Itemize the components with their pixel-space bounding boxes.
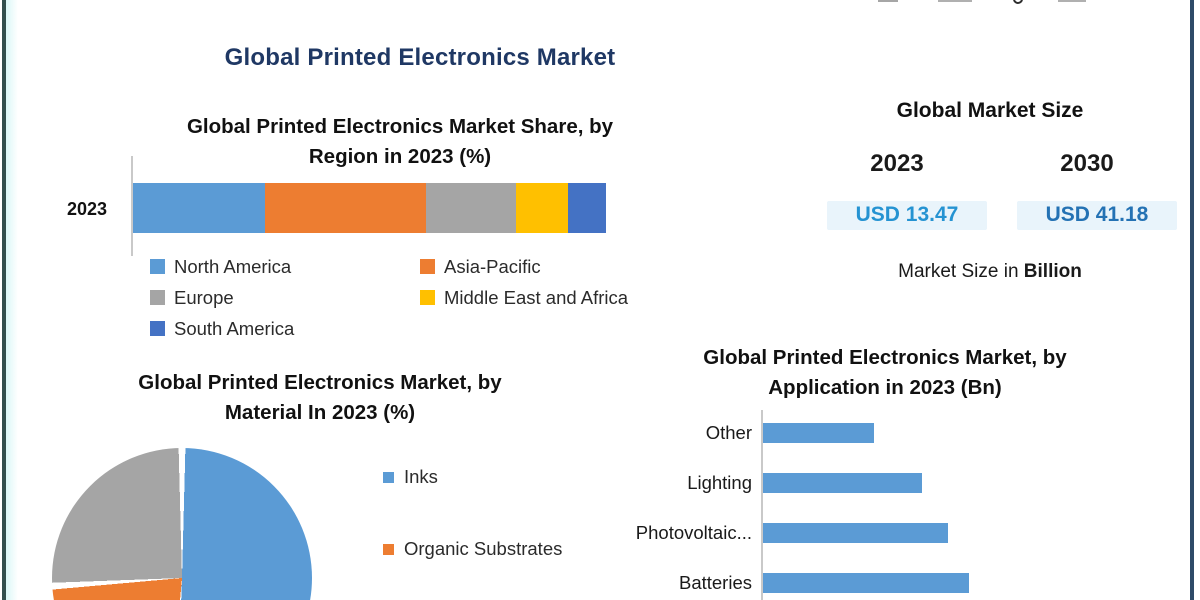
legend-swatch-middle-east-africa (420, 290, 435, 305)
market-size-note-unit: Billion (1023, 261, 1082, 282)
region-chart-title: Global Printed Electronics Market Share,… (186, 115, 614, 169)
legend-item-south-america: South America (150, 313, 420, 344)
left-border-bar (2, 0, 6, 600)
material-chart-title: Global Printed Electronics Market, by Ma… (138, 371, 502, 425)
legend-label: Asia-Pacific (444, 255, 541, 277)
legend-label: Inks (404, 466, 438, 487)
legend-item-middle-east-africa: Middle East and Africa (420, 282, 670, 313)
page-title: Global Printed Electronics Market (224, 44, 616, 71)
segment-north-america (133, 183, 266, 233)
legend-swatch-south-america (150, 321, 165, 336)
segment-europe (426, 183, 517, 233)
bar-photovoltaic (763, 523, 948, 543)
segment-middle-east-africa (516, 183, 569, 233)
market-size-value-2023: USD 13.47 (827, 201, 987, 230)
pie-legend-item-inks: Inks (383, 466, 438, 488)
legend-swatch-organic-substrates (383, 543, 394, 555)
region-stacked-bar (133, 183, 606, 233)
market-size-year-2023: 2023 (870, 150, 924, 177)
legend-label: Organic Substrates (404, 538, 563, 559)
legend-item-europe: Europe (150, 282, 420, 313)
legend-swatch-asia-pacific (420, 259, 435, 274)
bar-other (763, 423, 874, 443)
market-size-note: Market Size in Billion (800, 261, 1180, 283)
legend-item-asia-pacific: Asia-Pacific (420, 251, 670, 282)
legend-label: Middle East and Africa (444, 286, 629, 308)
bar-batteries (763, 573, 969, 593)
segment-south-america (568, 183, 606, 233)
legend-swatch-north-america (150, 259, 165, 274)
region-chart-axis (131, 156, 133, 256)
legend-item-north-america: North America (150, 251, 420, 282)
market-size-note-prefix: Market Size in (898, 261, 1024, 282)
right-border-bar (1190, 0, 1194, 600)
legend-label: Europe (174, 286, 234, 308)
market-size-year-2030: 2030 (1060, 150, 1114, 177)
bar-label-batteries: Batteries (678, 572, 752, 593)
region-chart-category-label: 2023 (66, 199, 108, 219)
bar-lighting (763, 473, 922, 493)
application-chart-axis (761, 410, 763, 600)
bar-label-other: Other (705, 422, 752, 443)
legend-swatch-europe (150, 290, 165, 305)
region-chart-legend: North America Asia-Pacific Europe Middle… (150, 251, 670, 344)
legend-label: North America (174, 255, 292, 277)
application-chart-title: Global Printed Electronics Market, by Ap… (703, 346, 1067, 400)
legend-swatch-inks (383, 471, 394, 483)
pie-legend-item-organic-substrates: Organic Substrates (383, 538, 562, 560)
segment-asia-pacific (265, 183, 427, 233)
legend-label: South America (174, 317, 295, 339)
bar-label-photovoltaic: Photovoltaic... (635, 522, 752, 543)
market-size-title: Global Market Size (896, 99, 1084, 122)
bar-label-lighting: Lighting (687, 472, 752, 493)
market-size-value-2030: USD 41.18 (1017, 201, 1177, 230)
left-edge-tint (6, 0, 18, 600)
material-pie-chart (52, 448, 312, 600)
